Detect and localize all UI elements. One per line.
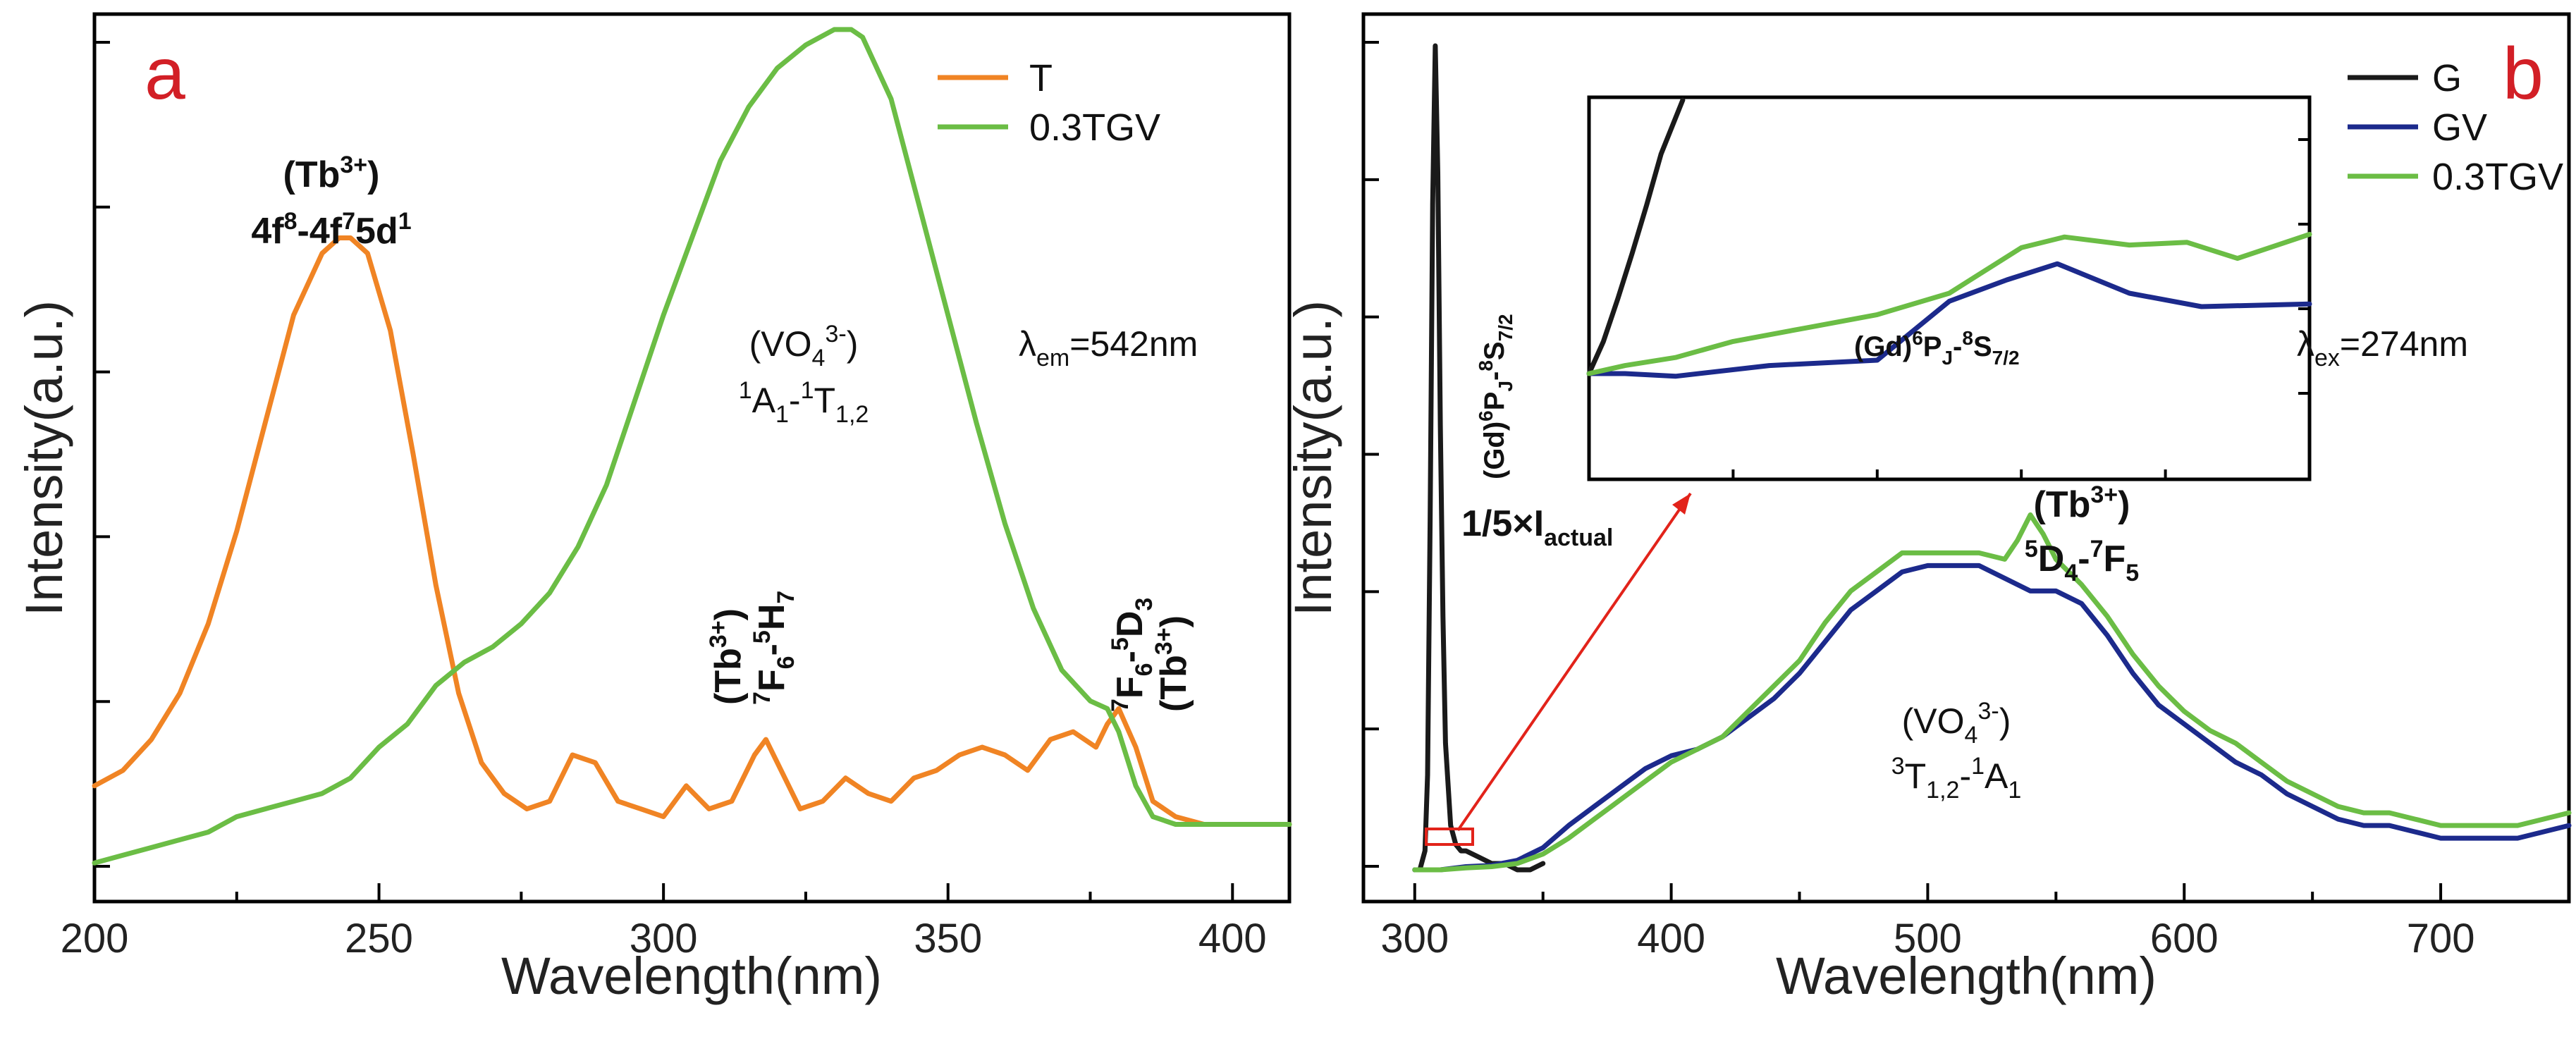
annotation-tb-7f6-5d3-species: (Tb3+) bbox=[1151, 615, 1194, 712]
zoom-region-box bbox=[1425, 828, 1474, 846]
annotation-tb-4f-species: (Tb3+) bbox=[283, 152, 380, 195]
annotation-tb-7f6-5d3-transition: 7F6-5D3 bbox=[1107, 598, 1158, 712]
zoom-arrow bbox=[1456, 492, 1692, 832]
series-0.3TGV bbox=[92, 27, 1292, 866]
inset-series-0.3TGV bbox=[1586, 231, 2312, 376]
x-axis-label-b: Wavelength(nm) bbox=[1776, 947, 2157, 1005]
x-tick-label-300: 300 bbox=[1380, 916, 1449, 961]
zoom-arrow-head bbox=[1672, 493, 1691, 515]
x-tick-label-350: 350 bbox=[914, 916, 982, 961]
annotation-lambda-ex: λex=274nm bbox=[2297, 324, 2468, 371]
annotation-gd-vertical: (Gd)6PJ-8S7/2 bbox=[1475, 314, 1516, 479]
x-tick-label-500: 500 bbox=[1894, 916, 1962, 961]
annotation-vo4-3: (VO43-) 3T1,2-1A1 bbox=[1891, 698, 2022, 804]
annotation-tb-5d4-7f5: (Tb3+) 5D4-7F5 bbox=[2025, 481, 2139, 586]
y-ticks-b bbox=[1363, 41, 1379, 868]
plot-frame-b bbox=[1361, 12, 2571, 904]
inset-series-GV bbox=[1586, 261, 2312, 379]
series-lines-b bbox=[1412, 43, 2572, 873]
legend-label-G: G bbox=[2432, 57, 2462, 99]
y-ticks-a bbox=[94, 41, 110, 868]
inset-frame bbox=[1587, 95, 2312, 481]
annotation-tb-5d4-transition: 5D4-7F5 bbox=[2025, 536, 2139, 586]
x-ticks-a: 200 250 300 350 400 bbox=[61, 883, 1267, 961]
x-tick-label-700: 700 bbox=[2407, 916, 2475, 961]
x-tick-label-250: 250 bbox=[345, 916, 413, 961]
annotation-tb-4f: (Tb3+) 4f8-4f75d1 bbox=[251, 152, 411, 252]
y-axis-label-b: Intensity(a.u.) bbox=[1284, 300, 1342, 616]
y-axis-label-a: Intensity(a.u.) bbox=[15, 300, 73, 616]
annotation-tb-5d4-species: (Tb3+) bbox=[2034, 481, 2130, 525]
x-tick-label-300: 300 bbox=[630, 916, 698, 961]
annotation-tb-7f6-5h7-species: (Tb3+) bbox=[705, 608, 749, 705]
legend-label-GV: GV bbox=[2432, 106, 2487, 149]
x-tick-label-400: 400 bbox=[1637, 916, 1705, 961]
panel-b: 300 400 500 600 700 b Wavelength(nm) Intensi… bbox=[1284, 12, 2572, 1005]
annotation-lambda-em: λem=542nm bbox=[1019, 324, 1198, 371]
annotation-vo4-1: (VO43-) 1A1-1T1,2 bbox=[739, 321, 869, 428]
x-ticks-b: 300 400 500 600 700 bbox=[1380, 883, 2570, 961]
annotation-vo4-1-species: (VO43-) bbox=[749, 321, 859, 371]
legend-a: T 0.3TGV bbox=[938, 57, 1160, 149]
inset-annotation-gd: (Gd)6PJ-8S7/2 bbox=[1854, 327, 2020, 369]
x-tick-label-400: 400 bbox=[1198, 916, 1267, 961]
x-tick-label-600: 600 bbox=[2150, 916, 2219, 961]
inset-ticks bbox=[1731, 138, 2310, 479]
annotation-gd-vertical-text: (Gd)6PJ-8S7/2 bbox=[1475, 314, 1516, 479]
inset: (Gd)6PJ-8S7/2 bbox=[1586, 95, 2312, 481]
panel-tag-b: b bbox=[2503, 33, 2544, 115]
series-lines-a bbox=[92, 27, 1292, 866]
plot-frame-a bbox=[92, 12, 1292, 904]
legend-label-0.3TGV: 0.3TGV bbox=[1029, 106, 1160, 149]
annotation-tb-7f6-5d3: 7F6-5D3 (Tb3+) bbox=[1107, 598, 1194, 712]
legend-label-T: T bbox=[1029, 57, 1053, 99]
annotation-tb-4f-transition: 4f8-4f75d1 bbox=[251, 208, 411, 252]
series-GV bbox=[1412, 562, 2572, 873]
panel-tag-a: a bbox=[145, 33, 185, 115]
annotation-g-scale: 1/5×Iactual bbox=[1461, 503, 1613, 551]
series-T bbox=[92, 235, 1292, 827]
annotation-vo4-3-transition: 3T1,2-1A1 bbox=[1891, 753, 2022, 804]
x-tick-label-200: 200 bbox=[61, 916, 129, 961]
annotation-tb-7f6-5h7: (Tb3+) 7F6-5H7 bbox=[705, 591, 799, 705]
panel-a: 200 250 300 350 400 a Wavelength(nm) Intensi… bbox=[15, 12, 1292, 1005]
legend-label-0.3TGV-b: 0.3TGV bbox=[2432, 156, 2563, 198]
inset-series-G bbox=[1586, 97, 1686, 376]
x-axis-label-a: Wavelength(nm) bbox=[501, 947, 882, 1005]
series-0.3TGV bbox=[1412, 512, 2572, 873]
annotation-tb-7f6-5h7-transition: 7F6-5H7 bbox=[749, 591, 799, 705]
inset-lines bbox=[1586, 97, 2312, 379]
legend-b: G GV 0.3TGV bbox=[2348, 57, 2563, 198]
zoom-arrow-line bbox=[1456, 492, 1692, 832]
annotation-vo4-1-transition: 1A1-1T1,2 bbox=[739, 377, 869, 428]
annotation-vo4-3-species: (VO43-) bbox=[1902, 698, 2011, 749]
